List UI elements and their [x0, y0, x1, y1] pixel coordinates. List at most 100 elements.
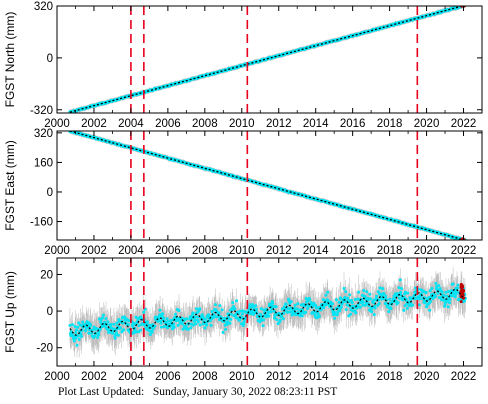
data-point [361, 303, 365, 307]
y-axis-label: FGST East (mm) [3, 140, 17, 230]
data-point [92, 325, 96, 329]
data-point [316, 312, 320, 315]
x-tick-label: 2020 [414, 118, 440, 130]
data-point [159, 321, 163, 325]
data-point [176, 323, 180, 327]
data-point [109, 323, 113, 326]
y-axis-label: FGST North (mm) [3, 12, 17, 108]
data-point [440, 290, 444, 294]
data-point [151, 327, 155, 331]
plot-area [68, 6, 467, 113]
data-point [383, 302, 387, 305]
data-point [389, 307, 393, 311]
data-point [454, 292, 458, 296]
x-tick-label: 2010 [229, 245, 255, 257]
plot-area [68, 131, 467, 240]
data-point [193, 315, 197, 319]
model-line [69, 131, 466, 240]
data-point [413, 297, 417, 301]
data-point [79, 332, 83, 336]
data-point [275, 318, 279, 322]
data-point [87, 331, 91, 335]
data-point [97, 333, 100, 337]
data-point [177, 309, 181, 313]
data-point [344, 290, 348, 294]
y-tick-label: 0 [47, 306, 53, 318]
data-point [134, 330, 138, 334]
data-point [417, 303, 421, 307]
data-point [162, 316, 166, 320]
data-point [348, 293, 352, 297]
data-point [378, 286, 382, 290]
data-point [286, 310, 290, 314]
data-point [396, 301, 400, 305]
data-point [423, 301, 427, 305]
data-point [349, 298, 353, 302]
data-point [438, 287, 442, 291]
data-point [430, 286, 434, 290]
data-point [254, 307, 258, 311]
x-tick-label: 2016 [340, 118, 366, 130]
data-point [148, 323, 152, 327]
data-point [360, 297, 364, 301]
data-point [451, 282, 455, 286]
data-point [447, 289, 451, 293]
data-point [134, 315, 138, 319]
data-point [428, 308, 432, 312]
data-point [350, 301, 354, 305]
data-point [451, 294, 455, 298]
data-point [337, 300, 341, 304]
data-point [91, 328, 95, 332]
x-tick-label: 2014 [303, 371, 329, 383]
y-tick-label: 320 [34, 128, 53, 140]
x-tick-label: 2012 [266, 245, 292, 257]
data-point [225, 320, 229, 324]
data-point [312, 304, 316, 307]
data-point [221, 330, 225, 334]
data-point [399, 290, 403, 294]
data-point [104, 317, 108, 321]
data-point [220, 308, 224, 312]
x-tick-label: 2008 [192, 371, 218, 383]
data-point [76, 334, 80, 338]
y-tick-label: 20 [40, 269, 53, 281]
data-point [166, 319, 170, 323]
data-point [381, 287, 385, 291]
data-point [158, 313, 162, 317]
data-point [365, 290, 369, 294]
data-point [75, 343, 79, 347]
data-point [249, 305, 253, 309]
data-point [455, 290, 459, 294]
x-tick-label: 2020 [414, 245, 440, 257]
footer-label: Plot Last Updated: [58, 386, 145, 398]
x-tick-label: 2010 [229, 118, 255, 130]
data-point [273, 316, 276, 320]
data-point [238, 309, 242, 313]
x-tick-label: 2004 [118, 118, 144, 130]
data-point [116, 333, 120, 337]
data-point [101, 316, 104, 320]
data-point [448, 298, 452, 301]
data-point [269, 310, 273, 314]
data-point [429, 299, 433, 303]
data-point [101, 313, 105, 317]
data-point [254, 304, 258, 308]
data-point [271, 301, 275, 305]
data-point [409, 301, 413, 305]
data-point [333, 316, 337, 320]
data-point [194, 322, 198, 326]
data-point [242, 320, 246, 324]
data-point [108, 330, 111, 334]
data-point [382, 292, 386, 296]
recent-point [459, 300, 463, 304]
data-point [72, 339, 76, 343]
data-point [377, 302, 381, 305]
data-point [354, 311, 358, 315]
data-point [225, 322, 229, 326]
data-point [434, 294, 437, 298]
data-point [446, 305, 450, 309]
data-point [357, 290, 360, 294]
data-point [269, 307, 273, 311]
data-point [217, 311, 221, 315]
data-point [414, 286, 418, 290]
